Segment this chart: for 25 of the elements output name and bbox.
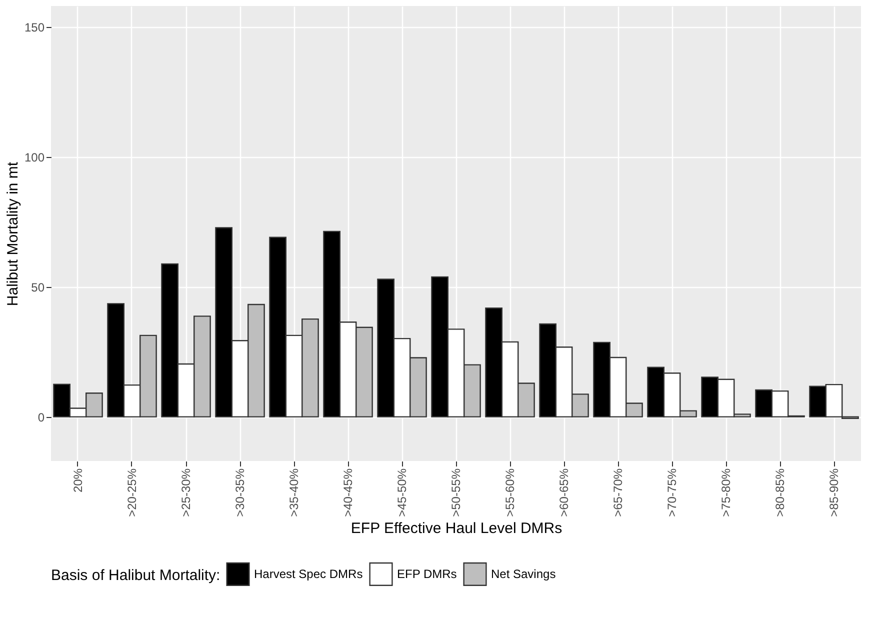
y-tick-label: 100 bbox=[24, 150, 45, 164]
x-tick-label: 20% bbox=[71, 468, 85, 493]
legend-label: Harvest Spec DMRs bbox=[254, 567, 363, 582]
x-axis-title: EFP Effective Haul Level DMRs bbox=[350, 520, 562, 537]
x-tick-label: >25-30% bbox=[179, 468, 193, 517]
x-tick-label: >50-55% bbox=[449, 468, 463, 517]
x-tick-label: >70-75% bbox=[665, 468, 679, 517]
x-tick-label: >65-70% bbox=[611, 468, 625, 517]
legend-label: Net Savings bbox=[491, 567, 556, 582]
legend-label: EFP DMRs bbox=[397, 567, 457, 582]
x-tick-label: >80-85% bbox=[773, 468, 787, 517]
x-tick-label: >20-25% bbox=[125, 468, 139, 517]
x-tick-label: >55-60% bbox=[503, 468, 517, 517]
y-tick-label: 0 bbox=[38, 410, 45, 424]
legend-title: Basis of Halibut Mortality: bbox=[51, 567, 220, 584]
x-tick-label: >85-90% bbox=[827, 468, 841, 517]
x-tick-label: >75-80% bbox=[719, 468, 733, 517]
y-tick-label: 150 bbox=[24, 20, 45, 34]
x-tick-label: >35-40% bbox=[287, 468, 301, 517]
x-tick-label: >45-50% bbox=[395, 468, 409, 517]
x-tick-label: >60-65% bbox=[557, 468, 571, 517]
x-tick-label: >30-35% bbox=[233, 468, 247, 517]
x-tick-label: >40-45% bbox=[341, 468, 355, 517]
y-tick-label: 50 bbox=[31, 280, 45, 294]
y-axis-title: Halibut Mortality in mt bbox=[4, 161, 22, 306]
